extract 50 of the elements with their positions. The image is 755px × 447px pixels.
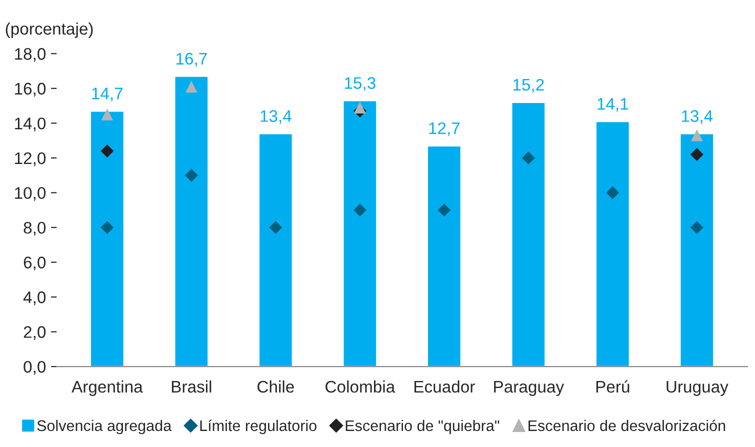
point bbox=[100, 220, 114, 234]
legend-label: Escenario de "quiebra" bbox=[346, 420, 500, 434]
bar bbox=[258, 132, 294, 367]
point bbox=[184, 168, 198, 182]
point bbox=[100, 144, 114, 158]
bar bbox=[595, 120, 630, 367]
point bbox=[606, 186, 620, 200]
legend-label: Límite regulatorio bbox=[200, 420, 316, 434]
data-label: 13,4 bbox=[682, 110, 713, 124]
point bbox=[438, 204, 451, 217]
x-tick-label: Chile bbox=[258, 380, 294, 393]
x-tick-label: Paraguay bbox=[494, 381, 564, 396]
bar bbox=[510, 102, 546, 367]
legend-label: Solvencia agregada bbox=[37, 420, 172, 434]
y-tick-label: 8,0 bbox=[24, 222, 46, 236]
bar bbox=[90, 110, 125, 367]
point bbox=[185, 80, 198, 93]
data-label: 14,7 bbox=[92, 88, 123, 102]
point bbox=[269, 220, 282, 234]
x-tick-label: Perú bbox=[596, 380, 630, 393]
y-tick-label: 18,0 bbox=[15, 48, 46, 62]
y-tick-label: 2,0 bbox=[24, 326, 46, 340]
data-label: 12,7 bbox=[429, 122, 460, 136]
y-tick-label: 6,0 bbox=[24, 256, 46, 270]
data-label: 14,1 bbox=[598, 98, 628, 112]
y-tick-label: 12,0 bbox=[15, 152, 46, 166]
point bbox=[690, 220, 704, 234]
y-tick-label: 16,0 bbox=[15, 82, 46, 97]
y-tick-label: 4,0 bbox=[23, 291, 46, 306]
x-tick-label: Argentina bbox=[72, 380, 143, 396]
bar bbox=[426, 145, 462, 367]
x-tick-label: Ecuador bbox=[414, 380, 475, 393]
y-tick-label: 14,0 bbox=[15, 118, 46, 132]
data-label: 16,7 bbox=[176, 52, 207, 67]
data-label: 13,4 bbox=[260, 110, 292, 124]
y-axis-title: (porcentaje) bbox=[6, 22, 93, 38]
point bbox=[522, 151, 535, 164]
data-label: 15,2 bbox=[513, 78, 544, 93]
y-tick-label: 0,0 bbox=[24, 360, 46, 375]
bar bbox=[679, 132, 714, 367]
x-tick-label: Colombia bbox=[326, 380, 396, 393]
y-tick-label: 10,0 bbox=[15, 187, 46, 201]
point bbox=[353, 204, 366, 217]
x-tick-label: Uruguay bbox=[666, 381, 728, 396]
legend-label: Escenario de desvalorización bbox=[528, 420, 726, 432]
x-tick-label: Brasil bbox=[172, 380, 212, 393]
data-label: 15,3 bbox=[344, 77, 376, 91]
bar bbox=[342, 100, 378, 367]
point bbox=[101, 108, 114, 120]
bar bbox=[174, 76, 209, 367]
